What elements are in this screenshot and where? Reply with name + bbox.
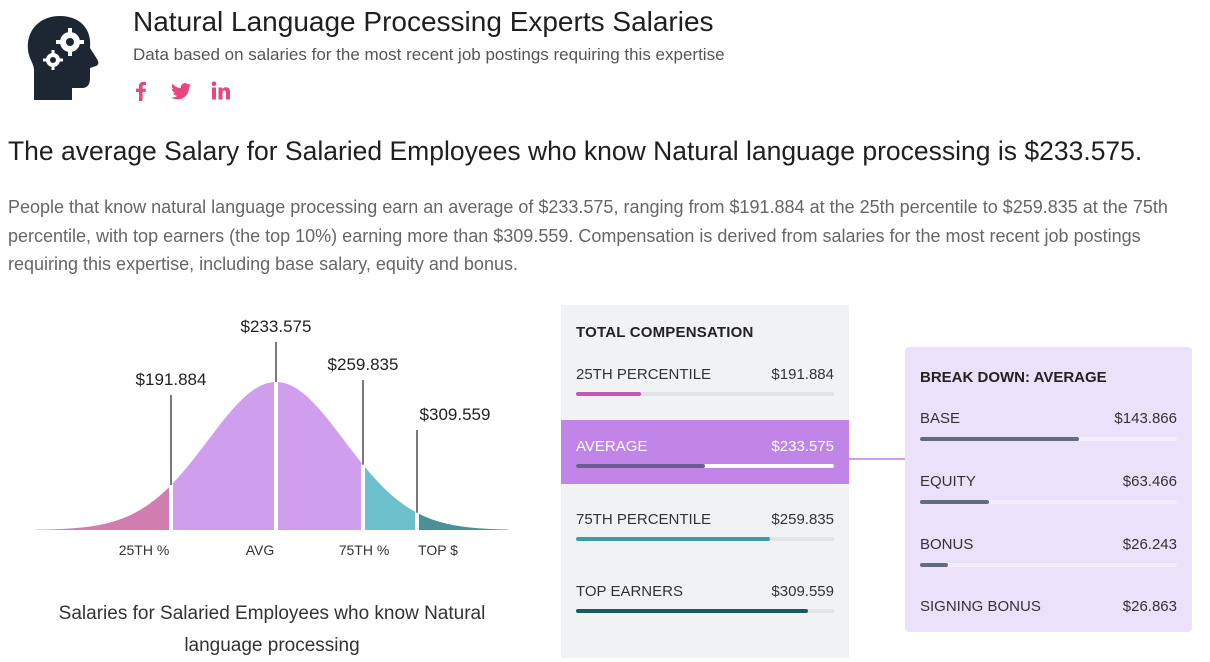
- salary-description: People that know natural language proces…: [8, 197, 1168, 274]
- page-subtitle: Data based on salaries for the most rece…: [133, 45, 725, 64]
- row-value: $143.866: [1114, 410, 1177, 427]
- segment-25th-to-75th: [171, 382, 363, 530]
- row-label: BASE: [920, 410, 961, 427]
- axis-label-top: TOP $: [418, 542, 458, 558]
- row-value: $259.835: [771, 511, 834, 528]
- breakdown-panel: BREAK DOWN: AVERAGE BASE $143.866 EQUITY…: [905, 347, 1192, 632]
- row-label: EQUITY: [920, 473, 976, 490]
- breakdown-row-equity: EQUITY $63.466: [905, 473, 1192, 504]
- row-value: $233.575: [771, 438, 834, 455]
- average-salary-headline: The average Salary for Salaried Employee…: [8, 136, 1143, 166]
- row-track: [920, 563, 1177, 567]
- breakdown-row-base: BASE $143.866: [905, 410, 1192, 441]
- row-label: SIGNING BONUS: [920, 598, 1041, 615]
- linkedin-icon[interactable]: [210, 80, 232, 102]
- value-label-top: $309.559: [420, 405, 491, 424]
- percentile-row-75th[interactable]: 75TH PERCENTILE $259.835: [561, 511, 849, 573]
- row-label: BONUS: [920, 536, 974, 553]
- row-track: [576, 537, 834, 541]
- row-fill-bar: [576, 464, 705, 468]
- row-value: $26.863: [1122, 598, 1177, 615]
- page-title: Natural Language Processing Experts Sala…: [133, 6, 714, 37]
- row-value: $191.884: [771, 366, 834, 383]
- segment-below-25th: [36, 485, 171, 530]
- row-fill-bar: [576, 609, 809, 613]
- twitter-icon[interactable]: [170, 80, 192, 102]
- row-track: [576, 392, 834, 396]
- value-label-p75: $259.835: [328, 355, 399, 374]
- facebook-icon[interactable]: [130, 80, 152, 102]
- segment-75th-to-top: [363, 464, 417, 530]
- value-label-avg: $233.575: [241, 317, 312, 336]
- row-track: [576, 464, 834, 468]
- row-value: $26.243: [1122, 536, 1177, 553]
- percentile-row-average[interactable]: AVERAGE $233.575: [561, 420, 849, 484]
- panel-title: TOTAL COMPENSATION: [576, 324, 754, 341]
- row-label: TOP EARNERS: [576, 583, 683, 600]
- axis-label-avg: AVG: [246, 542, 275, 558]
- row-label: 25TH PERCENTILE: [576, 366, 712, 383]
- breakdown-row-bonus: BONUS $26.243: [905, 536, 1192, 567]
- percentile-row-top-earners[interactable]: TOP EARNERS $309.559: [561, 583, 849, 645]
- row-value: $63.466: [1122, 473, 1177, 490]
- row-label: 75TH PERCENTILE: [576, 511, 712, 528]
- value-label-p25: $191.884: [136, 370, 207, 389]
- axis-label-p75: 75TH %: [339, 542, 390, 558]
- row-value: $309.559: [771, 583, 834, 600]
- total-compensation-panel: TOTAL COMPENSATION 25TH PERCENTILE $191.…: [561, 305, 849, 658]
- percentile-row-25th[interactable]: 25TH PERCENTILE $191.884: [561, 366, 849, 428]
- chart-caption: Salaries for Salaried Employees who know…: [58, 603, 486, 656]
- row-track: [576, 609, 834, 613]
- row-fill-bar: [576, 392, 641, 396]
- row-label: AVERAGE: [576, 438, 648, 455]
- breakdown-title: BREAK DOWN: AVERAGE: [920, 369, 1107, 386]
- breakdown-row-signing-bonus: SIGNING BONUS $26.863: [905, 598, 1192, 628]
- segment-top-earners: [417, 512, 508, 530]
- salary-distribution-chart: $191.884 25TH % $233.575 AVG $259.835 75TH % $…: [36, 317, 508, 558]
- axis-label-p25: 25TH %: [119, 542, 170, 558]
- row-fill-bar: [920, 500, 990, 504]
- row-track: [920, 500, 1177, 504]
- row-fill-bar: [576, 537, 770, 541]
- brain-gears-icon: [22, 12, 102, 104]
- social-links: [130, 80, 232, 102]
- breakdown-connector: [849, 458, 905, 460]
- row-track: [920, 437, 1177, 441]
- row-fill-bar: [920, 563, 949, 567]
- row-fill-bar: [920, 437, 1080, 441]
